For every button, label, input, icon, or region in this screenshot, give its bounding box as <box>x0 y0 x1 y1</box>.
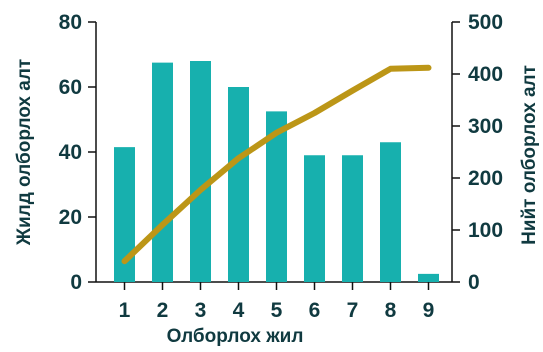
x-tick-label: 5 <box>271 299 283 322</box>
bar-series <box>114 61 439 282</box>
right-tick-label: 300 <box>468 115 503 138</box>
right-tick-label: 200 <box>468 167 503 190</box>
plot-area <box>96 61 452 283</box>
bar-3 <box>190 61 211 282</box>
x-tick-label: 7 <box>347 299 359 322</box>
bar-8 <box>380 142 401 282</box>
right-y-axis-title: Нийт олборлох алт <box>519 65 540 245</box>
x-tick-label: 6 <box>309 299 321 322</box>
bar-1 <box>114 147 135 282</box>
right-tick-label: 500 <box>468 11 503 34</box>
x-tick-label: 3 <box>195 299 207 322</box>
x-tick-label: 4 <box>233 299 245 322</box>
x-tick-label: 2 <box>157 299 169 322</box>
bar-2 <box>152 62 173 282</box>
x-axis-title: Олборлох жил <box>167 326 304 347</box>
bar-6 <box>304 155 325 282</box>
left-y-axis: 0 20 40 60 80 <box>59 11 97 294</box>
right-tick-label: 0 <box>468 271 480 294</box>
left-tick-label: 0 <box>70 271 82 294</box>
left-tick-label: 20 <box>59 206 82 229</box>
left-tick-label: 40 <box>59 141 82 164</box>
bar-9 <box>418 273 439 282</box>
x-tick-label: 9 <box>423 299 435 322</box>
bar-4 <box>228 87 249 282</box>
x-tick-label: 8 <box>385 299 397 322</box>
right-y-axis: 0 100 200 300 400 500 <box>451 11 503 294</box>
bar-5 <box>266 111 287 282</box>
bar-7 <box>342 155 363 282</box>
left-y-axis-title: Жилд олборлох алт <box>14 59 35 246</box>
x-axis: 1 2 3 4 5 6 7 8 9 <box>119 282 435 322</box>
left-tick-label: 80 <box>59 11 82 34</box>
left-tick-label: 60 <box>59 76 82 99</box>
right-tick-label: 100 <box>468 219 503 242</box>
right-tick-label: 400 <box>468 63 503 86</box>
x-tick-label: 1 <box>119 299 131 322</box>
cumulative-line <box>121 64 432 265</box>
